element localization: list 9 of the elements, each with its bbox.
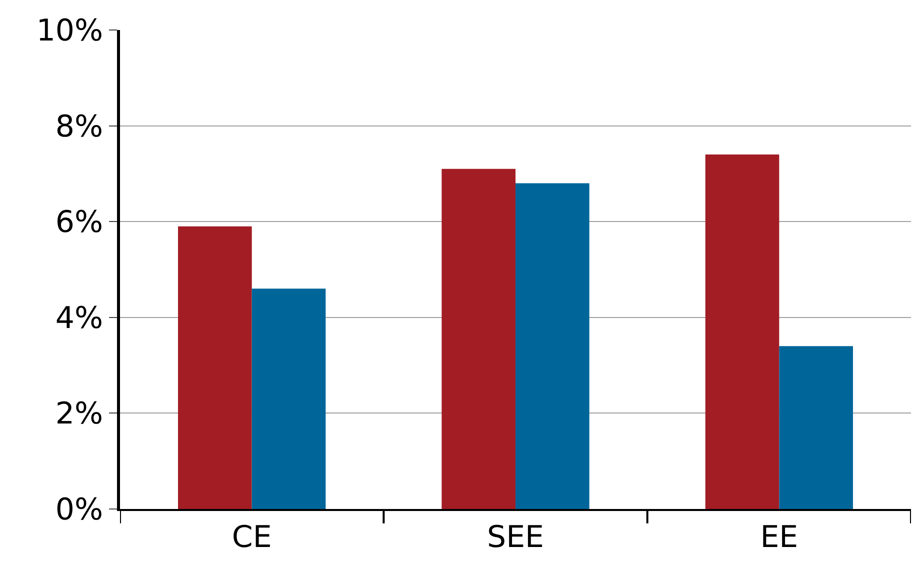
x-tick-label: SEE: [487, 520, 544, 555]
y-tick-label: 10%: [36, 14, 103, 48]
x-tick-label: EE: [760, 520, 798, 555]
y-tick-label: 2%: [55, 396, 103, 432]
y-tick-label: 4%: [55, 300, 103, 336]
y-tick-label: 8%: [55, 109, 103, 144]
y-tick-label: 6%: [55, 205, 103, 240]
y-tick-label: 0%: [55, 492, 103, 528]
x-tick-label: CE: [232, 520, 272, 555]
